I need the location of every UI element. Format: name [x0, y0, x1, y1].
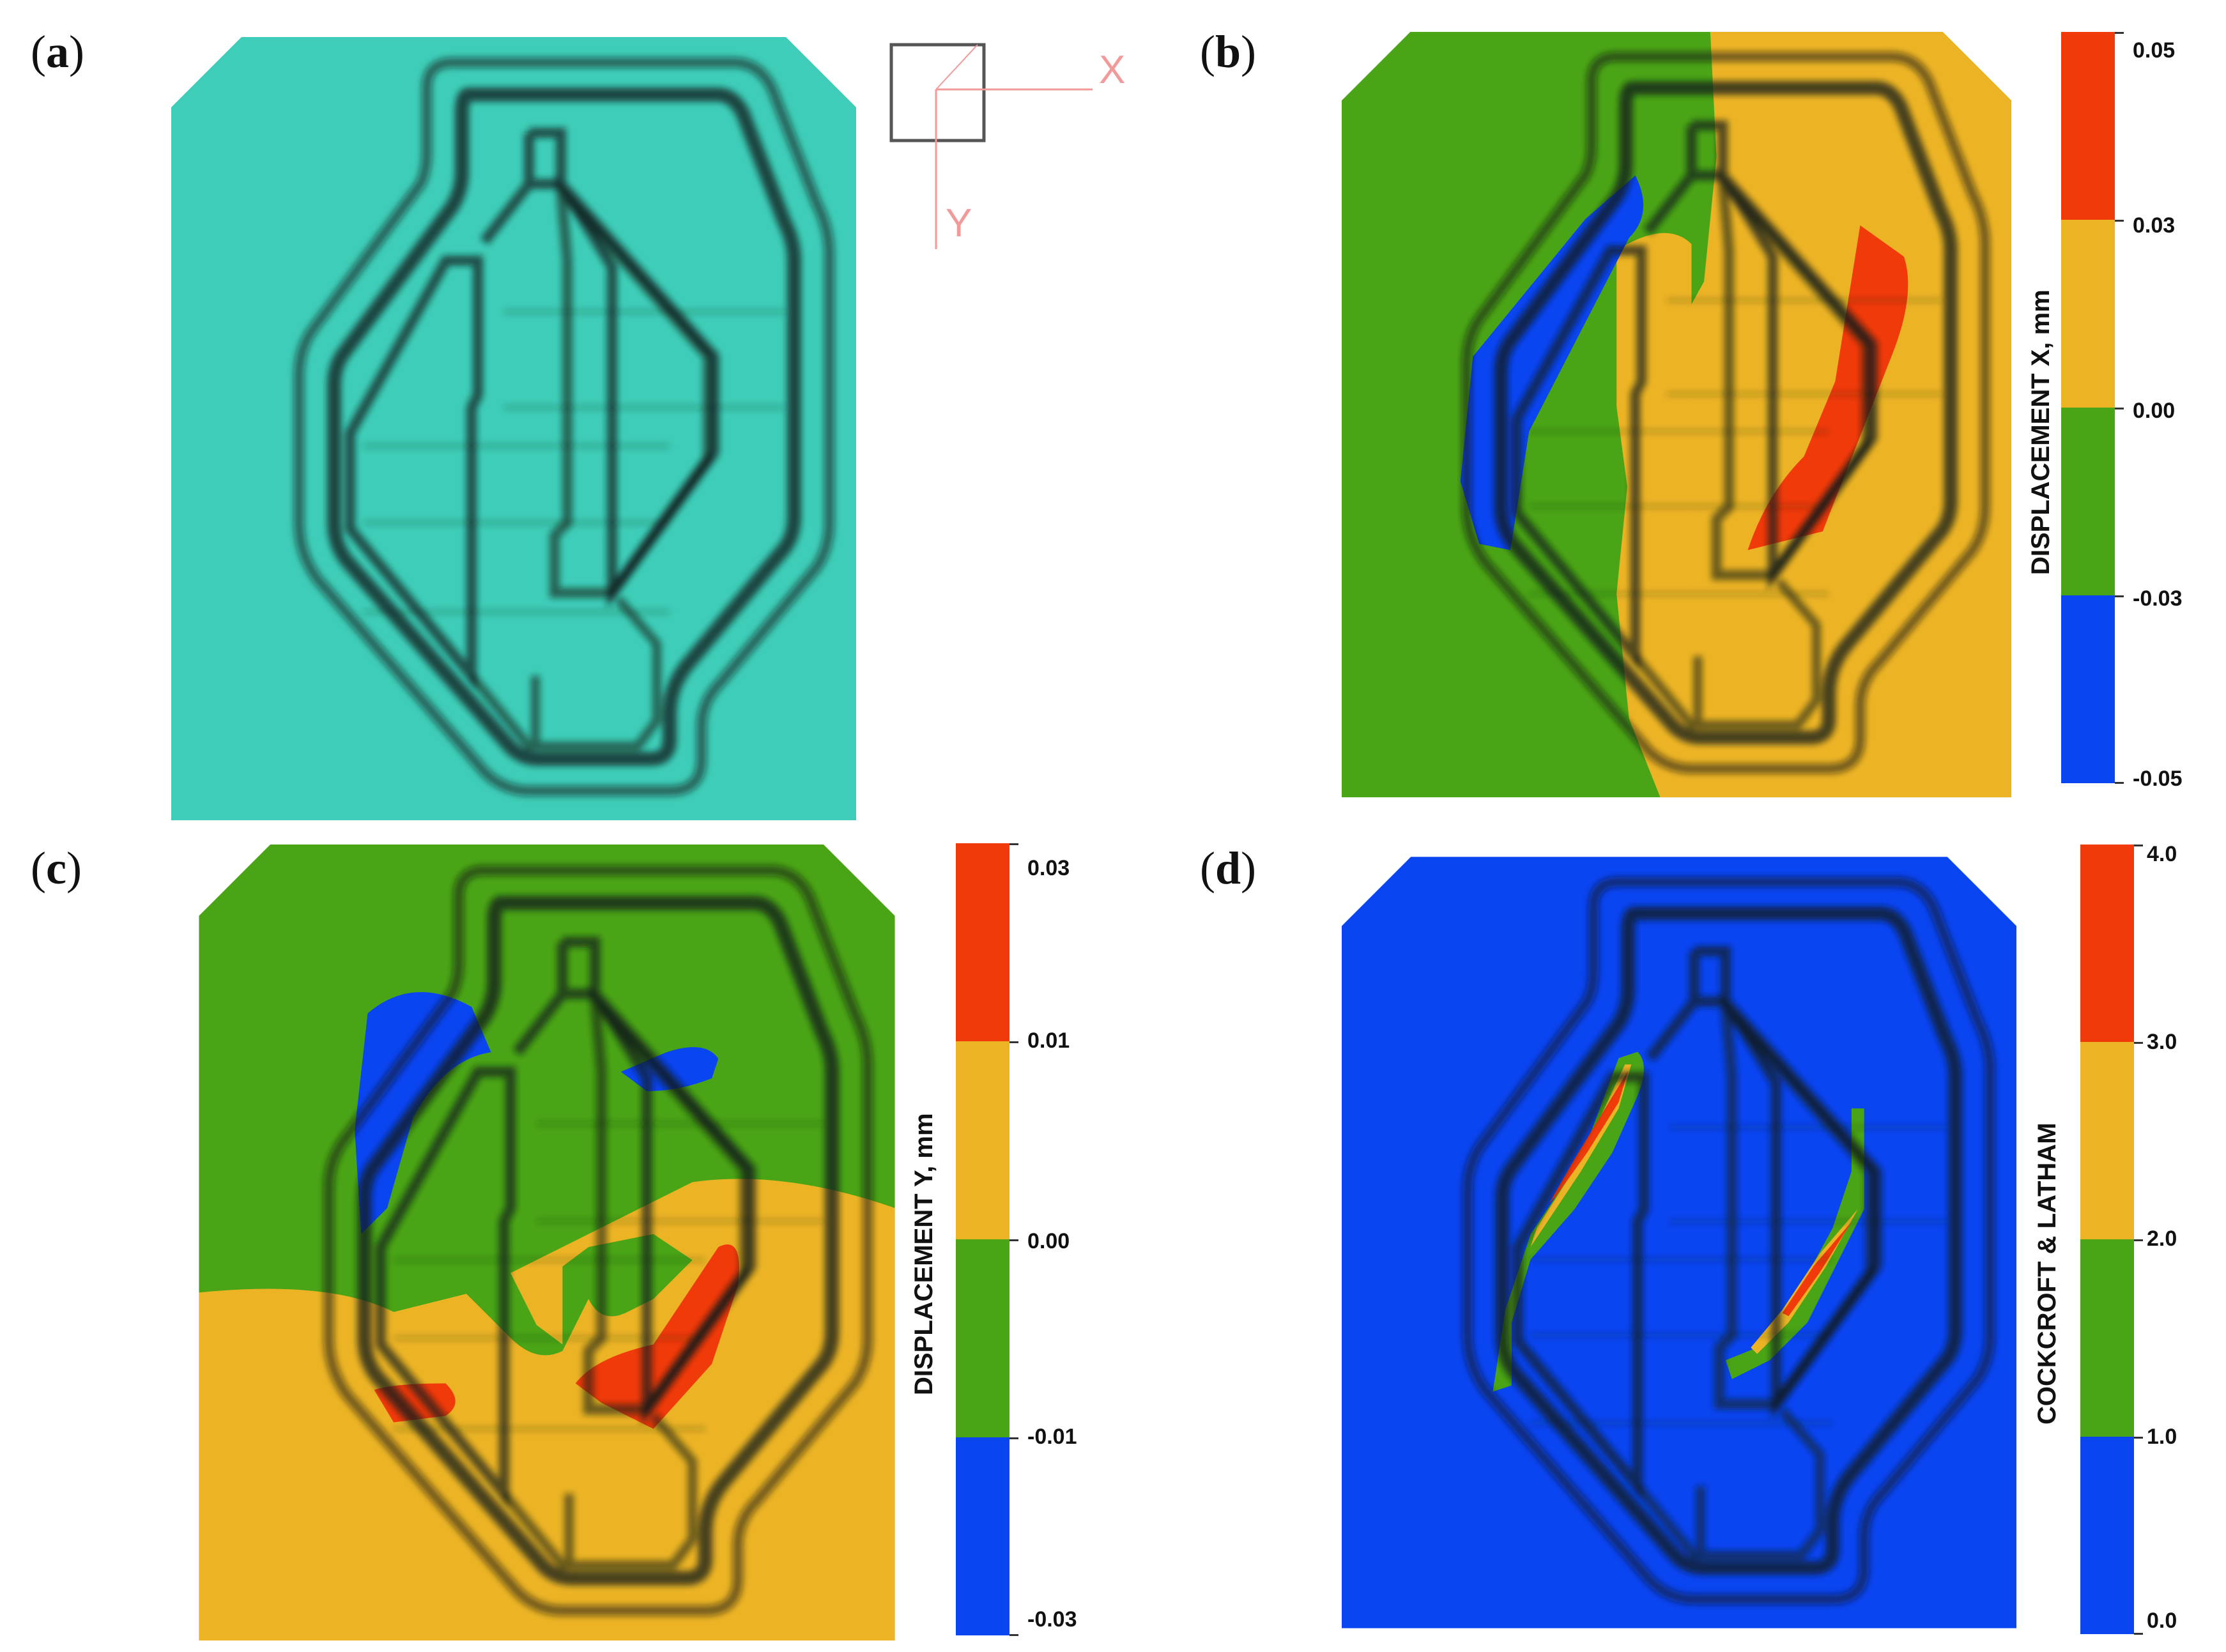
colorbar-cl-tick-1: 4.0	[2147, 842, 2177, 866]
colorbar-cl-tick-2: 3.0	[2147, 1030, 2177, 1054]
colorbar-cl-title: COCKCROFT & LATHAM	[2033, 1122, 2061, 1425]
plate-a-surface	[171, 37, 856, 820]
colorbar-cl-tick-5: 0.0	[2147, 1609, 2177, 1633]
panel-label-d: (d)	[1200, 843, 1257, 894]
panel-label-a: (a)	[31, 26, 84, 77]
axis-y-label: Y	[946, 201, 972, 245]
plate-d	[1342, 857, 2016, 1628]
colorbar-y-tick-3: 0.00	[1027, 1229, 1070, 1253]
plate-c	[199, 845, 895, 1641]
colorbar-x-tick-4: -0.03	[2133, 586, 2183, 611]
colorbar-x-tick-5: -0.05	[2133, 767, 2183, 791]
colorbar-x: 0.05 0.03 0.00 -0.03 -0.05	[2061, 32, 2183, 791]
colorbar-x-title: DISPLACEMENT X, mm	[2027, 289, 2055, 575]
colorbar-x-tick-3: 0.00	[2133, 399, 2176, 423]
panel-label-b: (b)	[1200, 26, 1257, 77]
axis-x-label: X	[1099, 48, 1125, 92]
colorbar-x-tick-1: 0.05	[2133, 38, 2176, 63]
colorbar-x-tick-2: 0.03	[2133, 213, 2176, 238]
colorbar-y-title: DISPLACEMENT Y, mm	[910, 1113, 938, 1395]
colorbar-cl-tick-4: 1.0	[2147, 1425, 2177, 1449]
colorbar-y-tick-1: 0.03	[1027, 856, 1070, 880]
panel-label-c: (c)	[31, 843, 82, 894]
colorbar-y-tick-2: 0.01	[1027, 1029, 1070, 1053]
colorbar-cl-tick-3: 2.0	[2147, 1227, 2177, 1251]
colorbar-y: 0.03 0.01 0.00 -0.01 -0.03	[956, 843, 1077, 1636]
colorbar-cl: 4.0 3.0 2.0 1.0 0.0	[2080, 842, 2177, 1635]
plate-b	[1342, 31, 2011, 798]
colorbar-y-tick-4: -0.01	[1027, 1425, 1077, 1449]
colorbar-y-tick-5: -0.03	[1027, 1607, 1077, 1632]
plate-a	[171, 37, 856, 820]
axis-indicator: X Y	[889, 43, 1125, 249]
